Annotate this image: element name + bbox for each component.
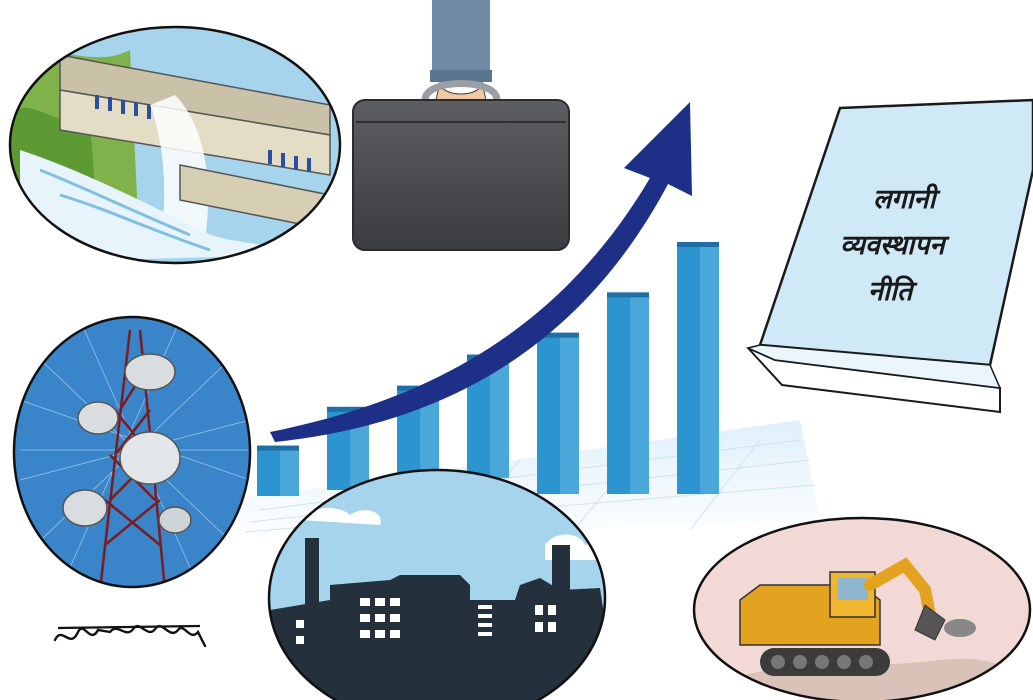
chart-bar-top-1 <box>257 445 299 451</box>
factory-skyline-vignette <box>267 468 607 700</box>
artist-signature <box>53 624 207 648</box>
policy-book: लगानी व्यवस्थापन नीति <box>745 98 1033 414</box>
briefcase-body <box>352 99 570 251</box>
book-title-line-1: लगानी <box>873 183 941 215</box>
book-title-line-3: नीति <box>868 275 918 307</box>
growth-arrow <box>270 102 692 442</box>
chart-bar-highlight-2 <box>350 411 369 490</box>
chart-bar-highlight-3 <box>420 390 439 484</box>
chart-bar-top-7 <box>677 242 719 247</box>
hydropower-dam-vignette <box>8 25 342 265</box>
chart-bar-highlight-5 <box>560 337 579 494</box>
briefcase-hand <box>352 0 570 251</box>
excavator-vignette <box>692 516 1032 700</box>
chart-bar-highlight-1 <box>280 450 299 496</box>
chart-bar-top-5 <box>537 332 579 338</box>
book-title-line-2: व्यवस्थापन <box>840 230 950 261</box>
chart-bar-top-2 <box>327 406 369 412</box>
telecom-tower-vignette <box>12 315 252 589</box>
chart-bar-highlight-7 <box>700 247 719 494</box>
chart-bar-highlight-4 <box>490 359 509 478</box>
signature-headline <box>57 624 201 630</box>
chart-bar-highlight-6 <box>630 297 649 494</box>
chart-bar-top-6 <box>607 292 649 298</box>
